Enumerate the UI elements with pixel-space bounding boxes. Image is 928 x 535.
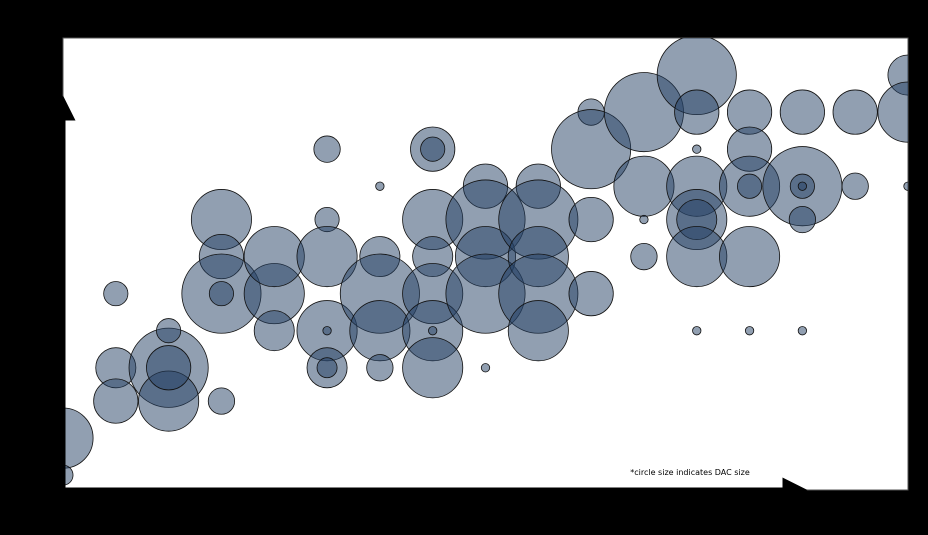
note: *circle size indicates DAC size — [630, 468, 750, 477]
bubble — [156, 318, 182, 344]
bubble — [666, 226, 728, 288]
x-axis-label: DAC Intensity — [393, 512, 478, 525]
bubble — [737, 173, 763, 199]
bubble — [719, 226, 781, 288]
bubble — [296, 226, 358, 288]
bubble — [402, 337, 464, 399]
bubble — [420, 136, 446, 162]
bubble — [674, 89, 720, 135]
bubble — [480, 363, 491, 373]
bubble — [639, 214, 649, 225]
bubble — [146, 345, 192, 391]
bubble — [207, 387, 236, 415]
bubble — [630, 242, 658, 271]
bubble — [243, 226, 305, 288]
bubble — [428, 326, 438, 336]
y-axis-label: DAC Uniformity — [30, 247, 43, 343]
bubble — [366, 354, 394, 382]
bubble — [208, 281, 234, 307]
bubble — [692, 326, 702, 336]
bubble — [877, 81, 908, 143]
bubble — [313, 135, 341, 163]
bubble — [316, 357, 338, 379]
bubble — [788, 205, 816, 234]
bubble — [568, 196, 614, 243]
bubble — [568, 271, 614, 317]
bubble — [841, 172, 869, 200]
bubble — [375, 181, 385, 191]
bubble — [832, 89, 878, 135]
bubble — [253, 310, 295, 352]
bubble — [903, 181, 908, 191]
bubble — [797, 326, 808, 336]
bubble — [692, 144, 702, 154]
bubble — [797, 181, 808, 191]
bubbles — [63, 38, 908, 486]
bubble — [322, 326, 332, 336]
bubble — [507, 300, 569, 362]
bubble — [63, 407, 94, 469]
bubble — [103, 281, 129, 307]
bubble — [349, 300, 411, 362]
bubble — [779, 89, 825, 135]
bubble — [93, 378, 139, 424]
bubble — [744, 326, 755, 336]
bubble — [613, 155, 675, 217]
